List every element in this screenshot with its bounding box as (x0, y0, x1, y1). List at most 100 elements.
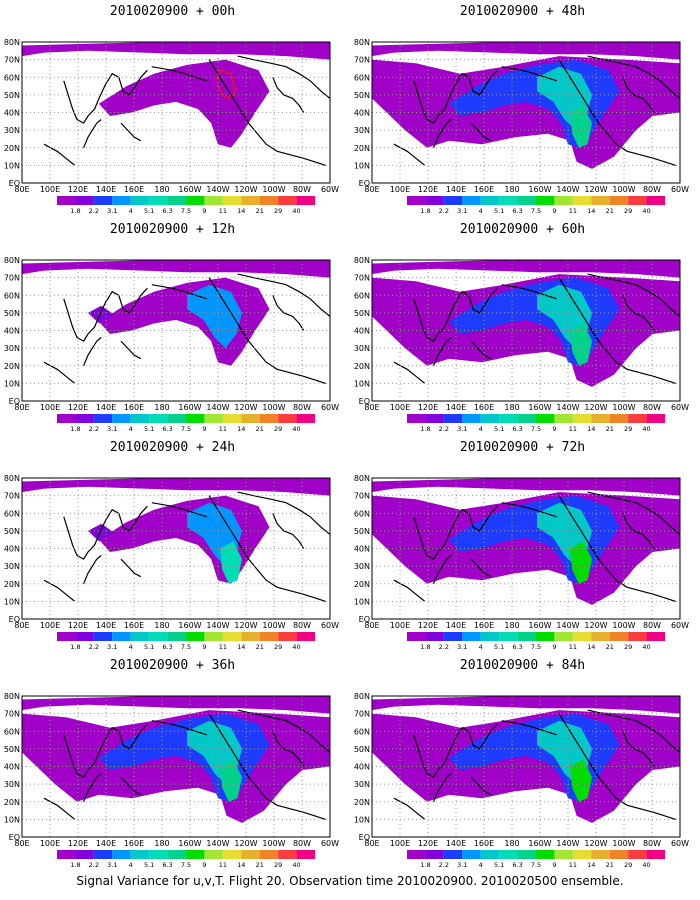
coastline (433, 337, 452, 367)
coastline (83, 773, 102, 803)
colorbar-label: 14 (237, 207, 245, 215)
colorbar-swatch (57, 850, 76, 859)
colorbar-label: 9 (552, 643, 556, 651)
coastline (622, 295, 655, 331)
lon-tick-label: 100W (612, 621, 635, 630)
colorbar-label: 4 (479, 425, 483, 433)
lon-tick-label: 180 (154, 621, 169, 630)
colorbar-swatch (646, 632, 665, 641)
map-frame (371, 695, 681, 838)
colorbar-label: 2.2 (439, 207, 449, 215)
coastline (433, 773, 452, 803)
colorbar-label: 3.1 (457, 643, 467, 651)
lon-tick-label: 120E (418, 621, 438, 630)
coastline (237, 55, 330, 99)
lat-tick-label: 40N (354, 109, 370, 118)
colorbar-swatch (462, 414, 481, 423)
shaded-variance (22, 260, 330, 366)
lon-tick-label: 80W (643, 403, 661, 412)
lat-tick-label: EQ (359, 833, 370, 842)
shaded-variance (22, 478, 330, 584)
colorbar-swatch (554, 196, 573, 205)
lon-tick-label: 160W (528, 621, 551, 630)
coastline (63, 69, 148, 124)
colorbar-label: 7.5 (181, 207, 191, 215)
panel-title: 2010020900 + 12h (109, 222, 236, 237)
colorbar-label: 4 (129, 861, 133, 869)
colorbar-label: 5.1 (144, 861, 154, 869)
lat-tick-label: 30N (4, 562, 20, 571)
map-frame (21, 259, 331, 402)
coastline (120, 340, 142, 360)
map-frame (371, 259, 681, 402)
lon-tick-label: 120W (234, 185, 257, 194)
coastline (83, 119, 102, 149)
coastline (501, 502, 557, 518)
coastline (587, 55, 680, 99)
lon-tick-label: 100W (262, 403, 285, 412)
lat-tick-label: 50N (354, 745, 370, 754)
lon-tick-label: 140W (206, 403, 229, 412)
map-chart: 80E 100E 120E 140E 160E 180 160W 140W 120W 100W 80… (4, 256, 339, 433)
map-panel-48h: 2010020900 + 48h 80E 100E 120E 140E 160E 180 1… (350, 0, 695, 220)
lat-tick-label: 10N (354, 379, 370, 388)
colorbar-swatch (407, 850, 426, 859)
coastline (237, 709, 330, 753)
lon-tick-label: 120E (68, 185, 88, 194)
colorbar-label: 7.5 (181, 861, 191, 869)
lat-tick-label: 70N (354, 56, 370, 65)
lon-tick-label: 160W (528, 839, 551, 848)
lat-tick-label: 60N (4, 727, 20, 736)
colorbar-swatch (222, 632, 242, 641)
shaded-variance (22, 42, 330, 148)
coastline (622, 77, 655, 113)
lon-tick-label: 140E (96, 403, 116, 412)
colorbar-label: 11 (219, 861, 227, 869)
coastline (83, 337, 102, 367)
colorbar-swatch (167, 414, 186, 423)
colorbar-label: 21 (606, 425, 614, 433)
colorbar-label: 7.5 (181, 643, 191, 651)
coastline (63, 287, 148, 342)
colorbar-swatch (278, 632, 297, 641)
colorbar-swatch (499, 850, 518, 859)
colorbar-swatch (278, 196, 297, 205)
colorbar-swatch (609, 196, 629, 205)
lon-tick-label: 100E (40, 185, 60, 194)
lon-tick-label: 60W (671, 621, 689, 630)
colorbar-label: 40 (292, 207, 300, 215)
colorbar-swatch (259, 850, 279, 859)
colorbar-label: 40 (292, 861, 300, 869)
lat-tick-label: 80N (354, 692, 370, 701)
colorbar-swatch (609, 414, 629, 423)
lon-tick-label: 80E (364, 403, 379, 412)
colorbar-label: 29 (624, 643, 632, 651)
lon-tick-label: 100E (40, 403, 60, 412)
lon-tick-label: 140W (556, 403, 579, 412)
lon-tick-label: 160E (124, 403, 144, 412)
lat-tick-label: 20N (354, 798, 370, 807)
lat-tick-label: EQ (9, 833, 20, 842)
lat-tick-label: EQ (359, 179, 370, 188)
panel-title: 2010020900 + 24h (109, 440, 236, 455)
colorbar-label: 4 (479, 643, 483, 651)
map-chart: 80E 100E 120E 140E 160E 180 160W 140W 120W 100W 80… (354, 692, 689, 869)
colorbar-swatch (222, 850, 242, 859)
lon-tick-label: 160E (124, 621, 144, 630)
colorbar-swatch (425, 196, 444, 205)
coastline (83, 555, 102, 585)
lon-tick-label: 100W (262, 839, 285, 848)
colorbar-label: 2.2 (89, 643, 99, 651)
lon-tick-label: 120W (584, 621, 607, 630)
colorbar-swatch (462, 632, 481, 641)
variance-region (372, 478, 680, 496)
coastline (151, 502, 207, 518)
coastline (558, 713, 676, 820)
variance-region (22, 696, 330, 714)
colorbar-label: 3.1 (457, 861, 467, 869)
lat-tick-label: 10N (354, 161, 370, 170)
lat-tick-label: 60N (4, 509, 20, 518)
map-frame-bg (22, 478, 330, 619)
colorbar-swatch (75, 632, 94, 641)
colorbar-label: 1.8 (420, 207, 430, 215)
